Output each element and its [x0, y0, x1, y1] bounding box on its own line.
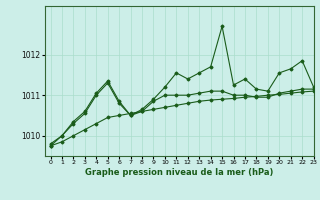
X-axis label: Graphe pression niveau de la mer (hPa): Graphe pression niveau de la mer (hPa) [85, 168, 273, 177]
